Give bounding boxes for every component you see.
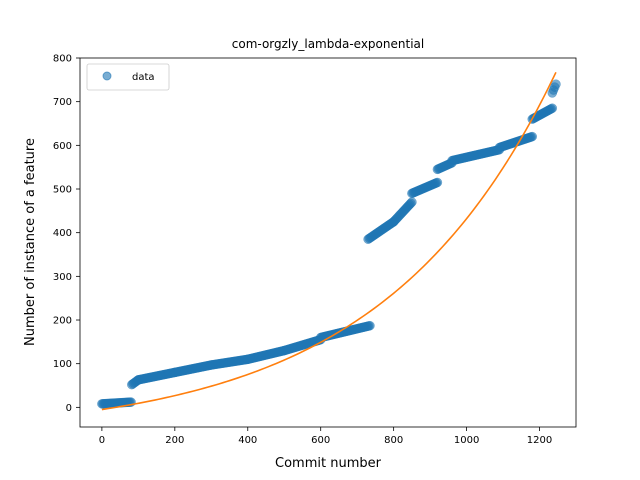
y-tick-label: 400	[53, 228, 72, 239]
data-layer	[97, 79, 561, 409]
y-axis-label: Number of instance of a feature	[23, 138, 38, 346]
x-tick-label: 1000	[454, 435, 479, 446]
y-tick-label: 600	[53, 141, 72, 152]
fit-layer	[101, 71, 557, 411]
legend-marker-data	[102, 71, 112, 81]
legend: data	[86, 63, 170, 91]
y-tick-label: 500	[53, 185, 72, 196]
data-point	[527, 131, 537, 142]
x-tick-label: 1200	[527, 435, 552, 446]
data-point	[547, 103, 558, 113]
data-point	[432, 177, 443, 188]
x-tick-label: 200	[165, 435, 184, 446]
legend-label-data: data	[132, 72, 155, 83]
plot-area	[79, 57, 577, 428]
data-point	[365, 320, 375, 331]
y-tick-label: 100	[53, 359, 72, 370]
x-axis-ticks: 0 200 400 600 800 1000 1200	[99, 427, 552, 446]
y-tick-label: 800	[53, 54, 72, 65]
fit-line	[101, 71, 557, 411]
y-tick-label: 0	[66, 403, 72, 414]
x-axis-label: Commit number	[275, 456, 382, 471]
x-tick-label: 400	[238, 435, 257, 446]
y-tick-label: 700	[53, 97, 72, 108]
data-point	[407, 197, 417, 207]
y-axis-ticks: 0 100 200 300 400 500 600 700 800	[53, 54, 80, 414]
y-tick-label: 200	[53, 316, 72, 327]
x-tick-label: 0	[99, 435, 105, 446]
legend-box	[86, 63, 170, 91]
y-tick-label: 300	[53, 272, 72, 283]
axes-frame	[79, 57, 577, 428]
x-tick-label: 800	[384, 435, 403, 446]
chart-title: com-orgzly_lambda-exponential	[232, 37, 424, 51]
data-point	[551, 79, 561, 89]
x-tick-label: 600	[311, 435, 330, 446]
